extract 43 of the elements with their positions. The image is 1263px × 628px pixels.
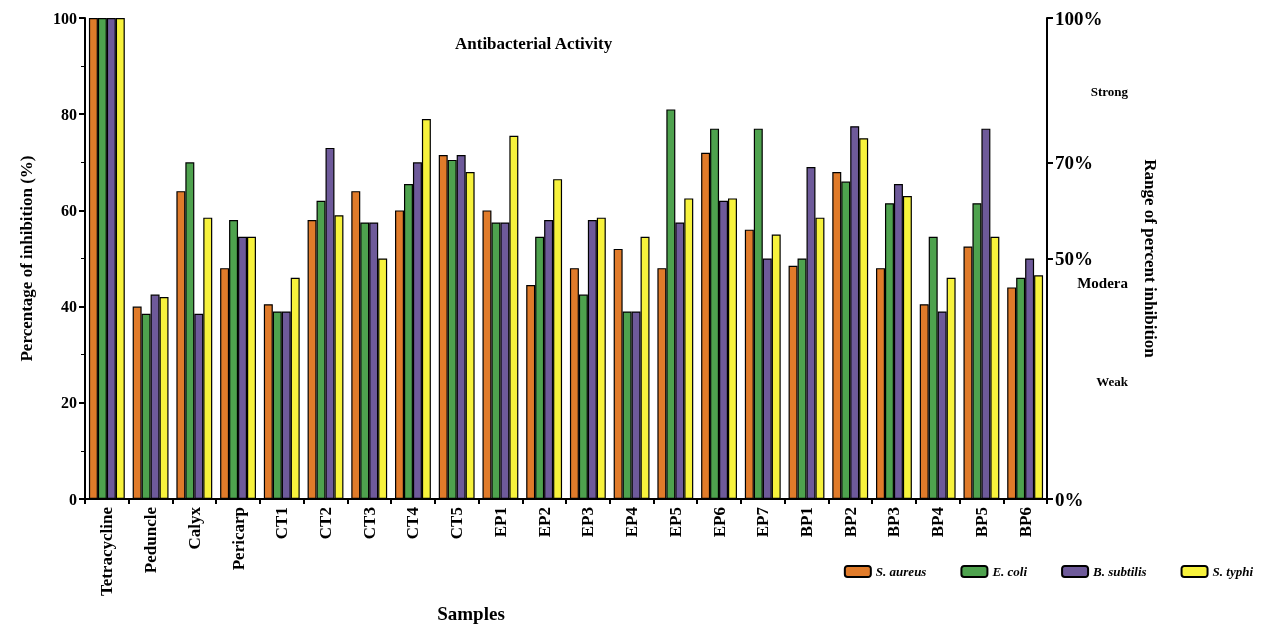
text: Strong <box>1090 84 1129 99</box>
legend-label: S. aureus <box>875 564 927 579</box>
text: Weak <box>1096 374 1129 389</box>
x-tick-label: EP4 <box>622 506 642 538</box>
y2-tick-label: 100% <box>1055 7 1103 29</box>
x-tick-label: EP7 <box>753 506 773 538</box>
x-tick-label: CT4 <box>403 506 423 540</box>
x-tick-label: EP1 <box>490 507 510 538</box>
x-tick-label: BP2 <box>840 507 860 538</box>
x-tick-label: Tetracycline <box>97 506 117 597</box>
x-tick-label: BP3 <box>884 507 904 538</box>
x-tick-label: EP3 <box>578 507 598 538</box>
y2-tick-label: 70% <box>1055 151 1093 173</box>
x-tick-label: CT5 <box>447 507 467 540</box>
y2-axis-title: Range of percent inhibition <box>1141 159 1160 359</box>
x-tick-label: Peduncle <box>141 506 161 574</box>
x-tick-label: CT2 <box>316 507 335 540</box>
y-tick-label: 0 <box>69 490 77 508</box>
text: Antibacterial Activity <box>455 34 613 53</box>
y2-tick-label: 0% <box>1055 488 1084 510</box>
x-tick-label: CT1 <box>272 507 292 540</box>
y-tick-label: 80 <box>61 105 77 123</box>
y-tick-label: 100 <box>53 9 77 27</box>
x-tick-label: EP5 <box>665 507 685 538</box>
y2-tick-label: 50% <box>1055 248 1093 270</box>
legend-label: B. subtilis <box>1092 564 1147 579</box>
text: Modera <box>1077 274 1129 291</box>
x-tick-label: BP4 <box>928 506 948 538</box>
y-tick-label: 20 <box>61 394 77 412</box>
x-tick-label: BP1 <box>797 507 816 538</box>
x-tick-label: BP6 <box>1015 507 1035 538</box>
y-tick-label: 40 <box>61 298 77 316</box>
legend-label: E. coli <box>991 564 1028 579</box>
x-tick-label: EP6 <box>709 507 729 538</box>
x-tick-label: CT3 <box>359 507 379 540</box>
x-tick-label: EP2 <box>534 507 554 538</box>
y-tick-label: 60 <box>61 201 77 219</box>
x-tick-label: Calyx <box>184 506 204 550</box>
y-axis-title: Percentage of inhibition (%) <box>17 155 36 362</box>
x-tick-label: BP5 <box>971 507 991 538</box>
x-tick-label: Pericarp <box>228 507 248 571</box>
x-axis-title: Samples <box>437 603 505 624</box>
legend-label: S. typhi <box>1212 564 1254 579</box>
